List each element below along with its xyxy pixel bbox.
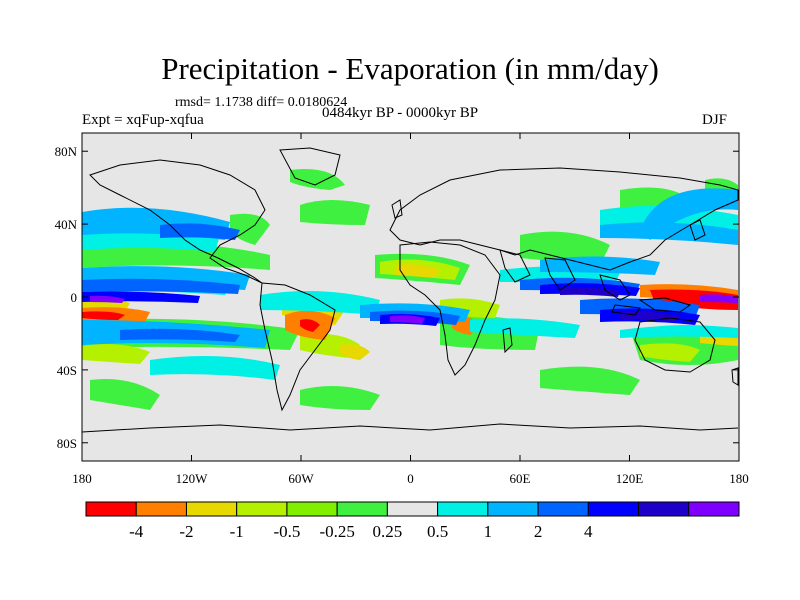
colorbar-label: 1: [484, 522, 493, 541]
colorbar-swatch: [437, 501, 489, 517]
colorbar-swatch: [587, 501, 640, 517]
colorbar: -4 -2 -1 -0.5 -0.25 0.25 0.5 1 2 4: [85, 501, 740, 541]
map-field: [82, 133, 739, 461]
colorbar-swatch: [688, 501, 740, 517]
y-tick-label: 0: [71, 290, 78, 305]
colorbar-label: -2: [179, 522, 193, 541]
period-label: 0484kyr BP - 0000kyr BP: [322, 105, 479, 121]
colorbar-label: -0.25: [319, 522, 354, 541]
colorbar-label: 2: [534, 522, 543, 541]
colorbar-swatch: [638, 501, 690, 517]
colorbar-swatch: [236, 501, 288, 517]
y-tick-label: 80S: [57, 436, 77, 451]
colorbar-label: -1: [230, 522, 244, 541]
y-axis: 80N 40N 0 40S 80S: [55, 144, 739, 451]
experiment-label: Expt = xqFup-xqfua: [82, 112, 204, 128]
colorbar-label: 0.25: [373, 522, 403, 541]
colorbar-swatch: [336, 501, 388, 517]
colorbar-label: -0.5: [273, 522, 300, 541]
x-axis: 180 120W 60W 0 60E 120E 180: [72, 133, 749, 486]
coastlines: [82, 147, 739, 433]
x-tick-label: 180: [729, 471, 749, 486]
colorbar-swatch: [386, 501, 439, 517]
field-purple: [90, 294, 738, 324]
colorbar-swatch: [537, 501, 589, 517]
stats-label: rmsd= 1.1738 diff= 0.0180624: [175, 95, 348, 110]
colorbar-swatch: [185, 501, 238, 517]
y-tick-label: 40S: [57, 363, 77, 378]
x-tick-label: 120E: [616, 471, 644, 486]
chart-title: Precipitation - Evaporation (in mm/day): [161, 51, 659, 86]
colorbar-label: 0.5: [427, 522, 448, 541]
x-tick-label: 60W: [288, 471, 314, 486]
colorbar-label: -4: [129, 522, 144, 541]
colorbar-swatch: [85, 501, 137, 517]
x-tick-label: 120W: [176, 471, 209, 486]
colorbar-label: 4: [584, 522, 593, 541]
season-label: DJF: [702, 112, 728, 128]
y-tick-label: 80N: [55, 144, 78, 159]
x-tick-label: 0: [407, 471, 414, 486]
colorbar-swatch: [135, 501, 187, 517]
colorbar-swatch: [286, 501, 338, 517]
colorbar-swatch: [487, 501, 539, 517]
x-tick-label: 180: [72, 471, 92, 486]
x-tick-label: 60E: [510, 471, 531, 486]
y-tick-label: 40N: [55, 217, 78, 232]
